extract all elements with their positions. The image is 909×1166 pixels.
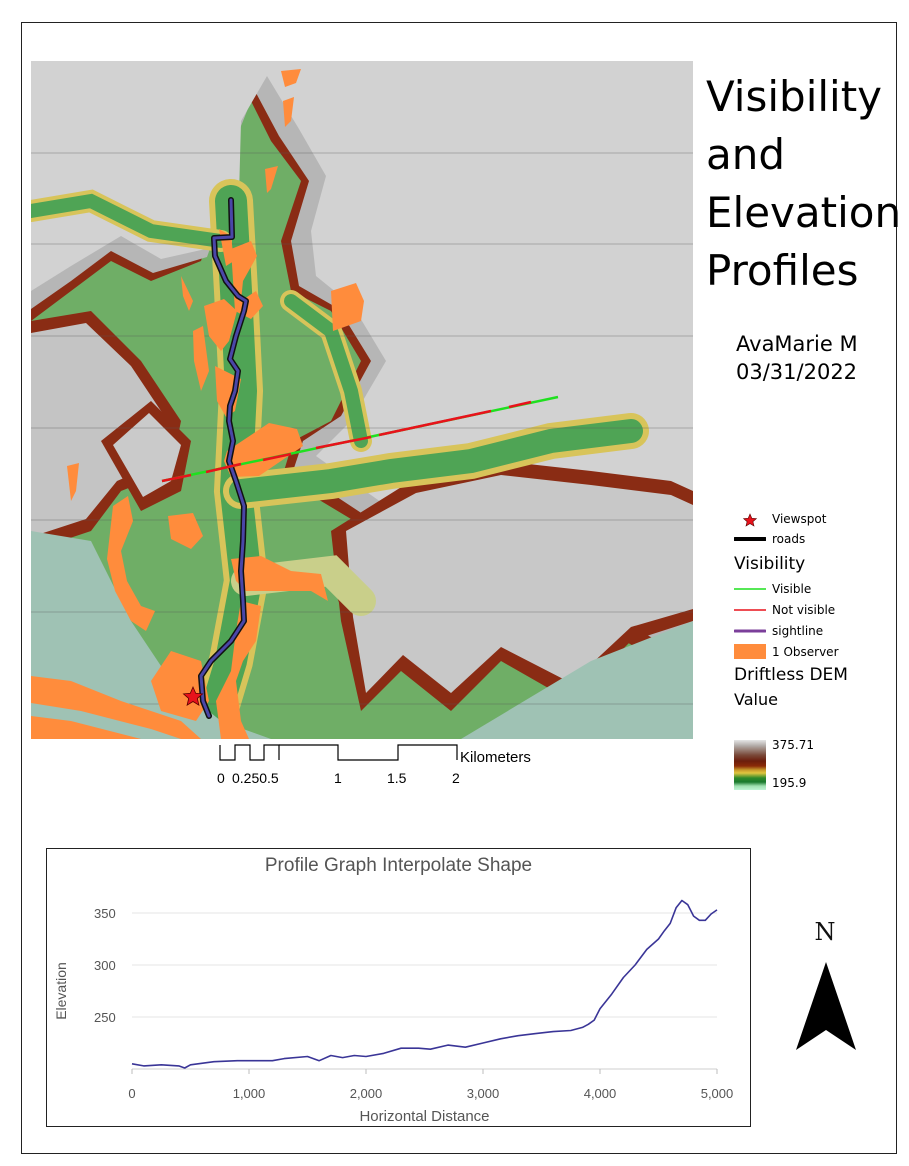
water-area bbox=[31, 531, 271, 739]
legend-dem-max: 375.71 bbox=[772, 738, 814, 752]
legend-label-roads: roads bbox=[772, 532, 806, 546]
y-tick-label: 250 bbox=[94, 1010, 116, 1025]
legend-label-visible: Visible bbox=[772, 582, 812, 596]
road-line-icon bbox=[733, 533, 767, 545]
legend-label-observer: 1 Observer bbox=[772, 644, 839, 659]
dem-map bbox=[31, 61, 693, 739]
north-arrow-icon bbox=[796, 962, 856, 1050]
x-tick-label: 3,000 bbox=[467, 1086, 500, 1101]
not-visible-line-icon bbox=[734, 604, 766, 616]
legend-item-visible: Visible bbox=[734, 582, 811, 596]
title-line-2: and bbox=[706, 130, 786, 179]
road-line bbox=[198, 197, 249, 719]
scale-bar-graphic: 0 0.250.5 1 1.5 2 Kilometers bbox=[217, 744, 531, 786]
x-tick-label: 4,000 bbox=[584, 1086, 617, 1101]
elevation-profile-line bbox=[131, 899, 718, 1069]
legend-heading-visibility: Visibility bbox=[734, 554, 806, 574]
north-arrow: N bbox=[790, 918, 860, 1058]
sightline-visibility bbox=[161, 395, 559, 483]
map-date: 03/31/2022 bbox=[736, 360, 858, 384]
x-tick-label: 5,000 bbox=[701, 1086, 734, 1101]
sightline-line-icon bbox=[733, 625, 767, 637]
chart-plot: 250 300 350 0 1,000 2,000 3,000 4,000 5,000 Horiz… bbox=[53, 899, 734, 1125]
author-block: AvaMarie M 03/31/2022 bbox=[736, 330, 858, 386]
y-tick-label: 350 bbox=[94, 906, 116, 921]
profile-chart[interactable]: Profile Graph Interpolate Shape 250 300 35… bbox=[46, 848, 751, 1127]
river-channel bbox=[31, 703, 181, 739]
svg-text:0: 0 bbox=[217, 770, 225, 786]
legend-item-not-visible: Not visible bbox=[734, 603, 835, 617]
layout-frame bbox=[21, 22, 897, 1154]
chart-title: Profile Graph Interpolate Shape bbox=[264, 855, 533, 876]
upland-terrain bbox=[31, 61, 693, 711]
legend-item-roads: roads bbox=[733, 532, 806, 546]
scale-tick-1: 1 bbox=[334, 770, 342, 786]
visible-area-polygons bbox=[31, 69, 364, 739]
water-area-east bbox=[461, 621, 693, 739]
author-name: AvaMarie M bbox=[736, 332, 858, 356]
scale-tick-1-5: 1.5 bbox=[387, 770, 407, 786]
title-line-1: Visibility bbox=[706, 72, 883, 121]
legend-label-sightline: sightline bbox=[772, 624, 824, 638]
x-axis-label: Horizontal Distance bbox=[359, 1108, 489, 1125]
visible-line-icon bbox=[734, 583, 766, 595]
legend-heading-dem: Driftless DEM bbox=[734, 665, 848, 685]
star-icon bbox=[734, 513, 766, 527]
legend-label-viewspot: Viewspot bbox=[772, 512, 827, 526]
svg-text:0.250.5: 0.250.5 bbox=[232, 770, 279, 786]
observer-swatch-icon bbox=[734, 644, 766, 659]
title-line-3: Elevation bbox=[706, 188, 902, 237]
viewspot-star-icon[interactable] bbox=[182, 685, 204, 706]
legend-dem-min: 195.9 bbox=[772, 776, 807, 790]
title-line-4: Profiles bbox=[706, 246, 859, 295]
legend-label-not-visible: Not visible bbox=[772, 603, 836, 617]
legend-heading-value: Value bbox=[734, 690, 778, 709]
scale-bar: 0 0.250.5 1 1.5 2 Kilometers bbox=[215, 743, 575, 793]
scale-units: Kilometers bbox=[460, 749, 531, 766]
scale-tick-2: 2 bbox=[452, 770, 460, 786]
y-tick-label: 300 bbox=[94, 958, 116, 973]
north-label: N bbox=[814, 918, 836, 946]
x-tick-label: 2,000 bbox=[350, 1086, 383, 1101]
legend-item-viewspot: Viewspot bbox=[734, 512, 827, 527]
legend-item-sightline: sightline bbox=[733, 624, 824, 638]
map-title: Visibility and Elevation Profiles bbox=[706, 68, 902, 300]
y-axis-label: Elevation bbox=[53, 962, 69, 1020]
legend-item-observer: 1 Observer bbox=[734, 644, 839, 659]
x-tick-label: 0 bbox=[128, 1086, 135, 1101]
dem-color-ramp bbox=[734, 740, 766, 790]
x-tick-label: 1,000 bbox=[233, 1086, 266, 1101]
map-frame[interactable] bbox=[31, 61, 693, 739]
